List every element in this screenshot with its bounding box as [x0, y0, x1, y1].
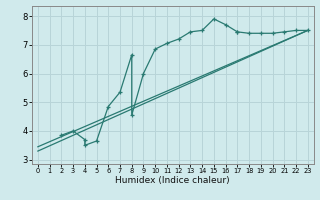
- X-axis label: Humidex (Indice chaleur): Humidex (Indice chaleur): [116, 176, 230, 185]
